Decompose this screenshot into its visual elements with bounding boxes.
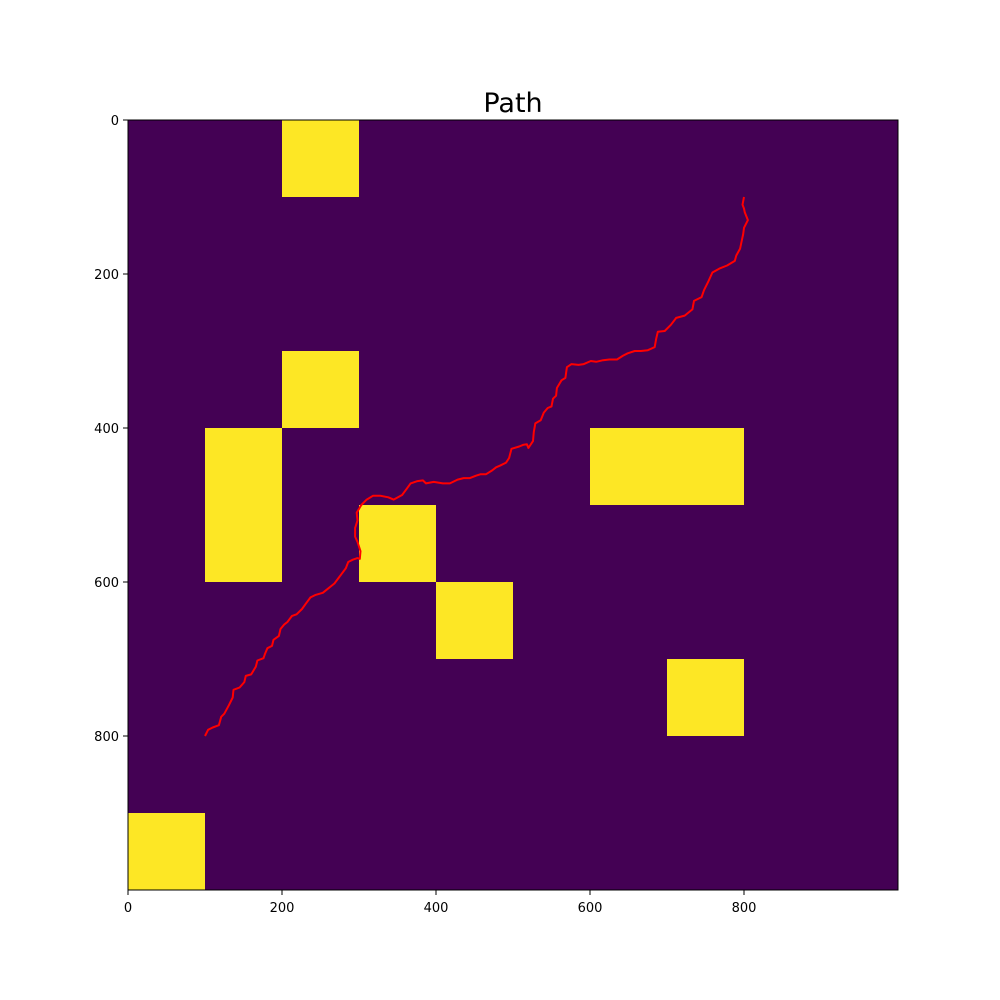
y-tick-label: 400 [94, 422, 119, 437]
obstacle-cell-3 [205, 428, 282, 582]
obstacle-cell-4 [359, 505, 436, 582]
x-tick-label: 600 [578, 901, 603, 916]
obstacle-cell-6 [590, 428, 744, 505]
chart-title: Path [483, 88, 542, 119]
y-tick-label: 200 [94, 268, 119, 283]
x-tick-label: 800 [732, 901, 757, 916]
plot-frame [127, 119, 899, 891]
x-axis: 0 200 400 600 800 [124, 890, 757, 916]
obstacle-cell-8 [128, 813, 205, 890]
obstacle-cell-1 [282, 120, 359, 197]
x-tick-label: 400 [424, 901, 449, 916]
obstacle-cell-7 [667, 659, 744, 736]
y-tick-label: 0 [111, 114, 119, 129]
y-tick-label: 800 [94, 730, 119, 745]
obstacle-cell-5 [436, 582, 513, 659]
plot-area [128, 120, 898, 890]
y-tick-label: 600 [94, 576, 119, 591]
y-axis: 0 200 400 600 800 [94, 114, 128, 745]
obstacle-cell-2 [282, 351, 359, 428]
x-tick-label: 200 [270, 901, 295, 916]
path-line [204, 196, 749, 737]
path-layer [204, 196, 749, 737]
x-tick-label: 0 [124, 901, 132, 916]
